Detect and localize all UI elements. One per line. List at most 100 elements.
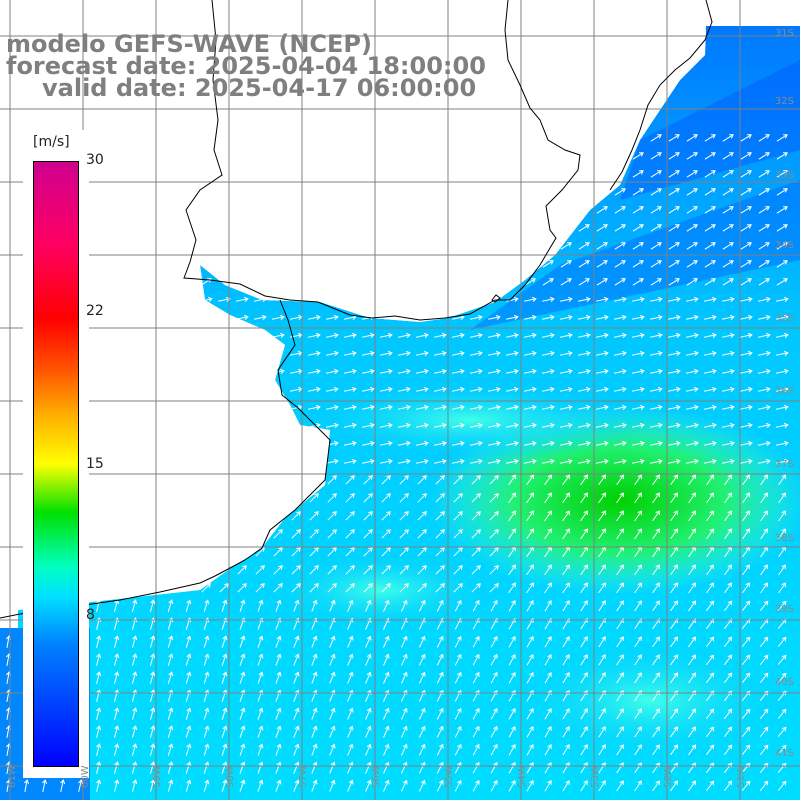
wind-arrow-head	[294, 653, 300, 659]
wind-arrow	[724, 780, 732, 792]
wind-arrow	[418, 636, 426, 648]
wind-arrow-head	[312, 743, 318, 749]
wind-arrow-head	[351, 404, 357, 410]
wind-arrow	[203, 690, 209, 702]
wind-arrow	[327, 547, 337, 557]
wind-arrow	[724, 582, 732, 594]
wind-arrow	[508, 510, 516, 522]
wind-arrow	[96, 780, 100, 792]
wind-arrow-head	[621, 206, 626, 211]
wind-arrow	[777, 781, 787, 791]
wind-arrow-head	[675, 404, 681, 410]
wind-arrow	[383, 636, 389, 648]
wind-arrow-head	[494, 547, 499, 552]
wind-arrow	[596, 424, 608, 428]
wind-arrow	[6, 672, 10, 684]
wind-arrow-head	[312, 761, 318, 767]
wind-arrow-head	[441, 332, 447, 338]
wind-arrow-head	[312, 599, 318, 605]
wind-arrow	[650, 352, 662, 356]
wind-arrow-head	[619, 474, 624, 480]
wind-arrow	[526, 654, 534, 666]
wind-arrow-head	[366, 653, 372, 659]
wind-arrow-head	[727, 636, 733, 642]
wind-arrow	[293, 762, 299, 774]
wind-arrow	[309, 583, 319, 593]
wind-arrow	[742, 582, 750, 594]
wind-arrow-head	[222, 635, 228, 641]
wind-arrow-head	[693, 134, 698, 139]
wind-arrow	[508, 564, 516, 576]
wind-arrow	[347, 708, 353, 720]
wind-arrow-head	[222, 725, 228, 731]
wind-arrow	[383, 726, 389, 738]
wind-arrow	[776, 298, 788, 302]
wind-arrow	[167, 654, 173, 666]
wind-arrow	[488, 316, 500, 320]
wind-arrow-head	[637, 672, 642, 678]
wind-arrow-head	[709, 510, 714, 516]
wind-arrow-head	[222, 653, 228, 659]
wind-arrow-head	[729, 458, 735, 464]
wind-arrow-head	[422, 475, 427, 480]
wind-arrow	[632, 424, 644, 428]
wind-arrow	[454, 636, 462, 648]
lat-label: 36S	[774, 386, 794, 397]
wind-arrow-head	[222, 743, 228, 749]
wind-arrow	[580, 528, 588, 540]
wind-arrow-head	[294, 743, 300, 749]
wind-arrow-head	[783, 170, 788, 175]
wind-arrow	[544, 636, 552, 648]
wind-arrow-head	[781, 708, 787, 714]
wind-arrow	[203, 654, 209, 666]
wind-arrow	[670, 762, 678, 774]
wind-arrow	[326, 334, 338, 338]
wind-arrow-head	[547, 743, 552, 749]
wind-arrow-head	[529, 599, 534, 605]
wind-arrow-head	[204, 761, 210, 767]
wind-arrow	[471, 583, 481, 593]
wind-arrow-head	[513, 296, 519, 302]
wind-arrow	[758, 460, 770, 464]
wind-arrow-head	[222, 779, 228, 785]
wind-arrow	[616, 744, 624, 756]
wind-arrow	[309, 511, 319, 521]
wind-arrow-head	[675, 332, 681, 338]
wind-arrow	[688, 600, 696, 612]
wind-arrow-head	[657, 260, 662, 265]
wind-arrow-head	[675, 386, 681, 392]
wind-arrow	[311, 762, 317, 774]
wind-arrow	[542, 460, 554, 464]
wind-arrow-head	[711, 368, 717, 374]
wind-arrow-head	[765, 134, 770, 139]
wind-arrow-head	[603, 296, 609, 302]
wind-arrow-head	[585, 368, 591, 374]
wind-arrow-head	[333, 458, 339, 464]
wind-arrow-head	[783, 278, 788, 283]
wind-arrow	[777, 637, 787, 647]
wind-arrow-head	[691, 726, 697, 732]
wind-arrow	[365, 726, 371, 738]
wind-arrow	[344, 352, 356, 356]
wind-arrow-head	[585, 224, 590, 229]
wind-arrow-head	[404, 493, 409, 498]
wind-arrow	[560, 260, 572, 268]
wind-arrow-head	[693, 224, 698, 229]
wind-arrow-head	[493, 761, 498, 767]
wind-arrow	[308, 424, 320, 428]
wind-arrow-head	[763, 726, 769, 732]
wind-arrow-head	[114, 743, 120, 749]
wind-arrow	[652, 600, 660, 612]
wind-arrow-head	[639, 314, 645, 320]
wind-arrow	[257, 708, 263, 720]
wind-arrow	[239, 690, 245, 702]
wind-arrow-head	[529, 779, 534, 785]
wind-arrow	[596, 298, 608, 302]
wind-arrow	[686, 424, 698, 428]
wind-arrow-head	[765, 314, 771, 320]
wind-arrow-head	[348, 779, 354, 785]
wind-arrow	[257, 726, 263, 738]
wind-arrow	[6, 744, 10, 756]
wind-arrow-head	[673, 654, 679, 660]
wind-arrow-head	[783, 386, 789, 392]
